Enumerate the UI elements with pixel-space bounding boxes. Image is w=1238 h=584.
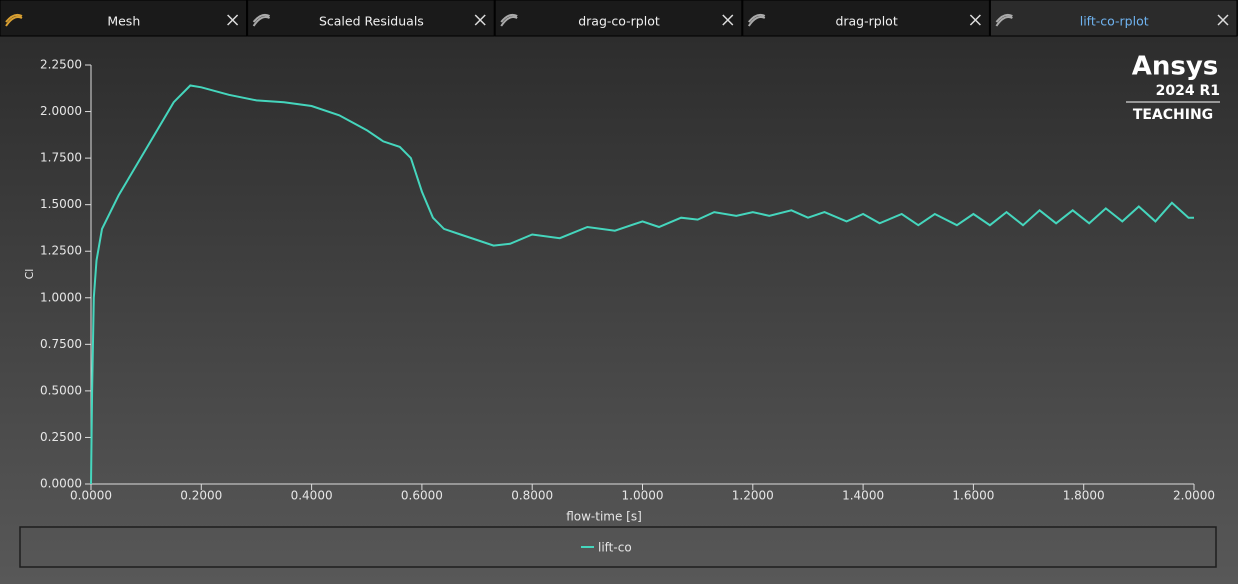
tab-bg — [0, 0, 248, 37]
tab-close[interactable] — [227, 14, 239, 26]
tab-close[interactable] — [1217, 14, 1229, 26]
tab-bg — [494, 0, 743, 37]
tab-bg — [989, 0, 1238, 37]
x-tick-label: 1.8000 — [1063, 489, 1105, 503]
tab-icon — [5, 13, 23, 27]
x-tick-label: 1.6000 — [952, 489, 994, 503]
tabs: Mesh Scaled Residuals drag-co-rplot drag-rp… — [0, 0, 1238, 37]
x-tick-label: 1.0000 — [622, 489, 664, 503]
tab-bg — [742, 0, 990, 37]
tab[interactable]: Mesh — [0, 0, 248, 37]
tab-close[interactable] — [474, 14, 486, 26]
tab-label: lift-co-rplot — [1080, 14, 1149, 29]
tab-label: drag-rplot — [835, 14, 897, 29]
y-tick-label: 0.0000 — [40, 477, 82, 491]
legend-box — [19, 526, 1217, 568]
tab[interactable]: drag-co-rplot — [494, 0, 743, 37]
x-tick-label: 0.0000 — [70, 489, 112, 503]
logo-edition: TEACHING — [1133, 107, 1213, 123]
x-tick-label: 1.2000 — [732, 489, 774, 503]
tab-icon — [747, 13, 766, 27]
y-tick-label: 1.2500 — [40, 244, 82, 258]
tab[interactable]: Scaled Residuals — [247, 0, 495, 37]
x-tick-label: 0.2000 — [180, 489, 222, 503]
tab[interactable]: drag-rplot — [742, 0, 990, 37]
x-tick-label: 0.4000 — [291, 489, 333, 503]
tab[interactable]: lift-co-rplot — [989, 0, 1238, 37]
logo-version: 2024 R1 — [1156, 83, 1220, 99]
y-tick-label: 2.0000 — [40, 104, 82, 118]
tab-icon — [500, 13, 518, 27]
y-tick-label: 0.5000 — [40, 383, 82, 397]
y-tick-label: 1.5000 — [40, 197, 82, 211]
tab-close[interactable] — [722, 14, 734, 26]
tab-close[interactable] — [969, 14, 981, 26]
x-tick-label: 1.4000 — [842, 489, 884, 503]
tab-label: drag-co-rplot — [578, 14, 660, 29]
tab-bg — [247, 0, 495, 37]
x-tick-label: 2.0000 — [1173, 489, 1215, 503]
tab-label: Mesh — [107, 14, 140, 29]
y-tick-label: 0.2500 — [40, 430, 82, 444]
y-tick-label: 2.2500 — [40, 58, 82, 72]
logo-brand: Ansys — [1132, 52, 1219, 82]
y-tick-label: 1.7500 — [40, 151, 82, 165]
tab-label: Scaled Residuals — [319, 14, 424, 29]
x-tick-label: 0.8000 — [511, 489, 553, 503]
tab-icon — [995, 13, 1013, 27]
y-axis-label: Cl — [23, 269, 36, 280]
x-axis-label: flow-time [s] — [566, 510, 642, 524]
x-tick-label: 0.6000 — [401, 489, 443, 503]
y-tick-label: 0.7500 — [40, 337, 82, 351]
tab-icon — [252, 13, 271, 27]
data-line — [90, 84, 1194, 485]
y-tick-label: 1.0000 — [40, 290, 82, 304]
legend-label: lift-co — [598, 541, 632, 555]
